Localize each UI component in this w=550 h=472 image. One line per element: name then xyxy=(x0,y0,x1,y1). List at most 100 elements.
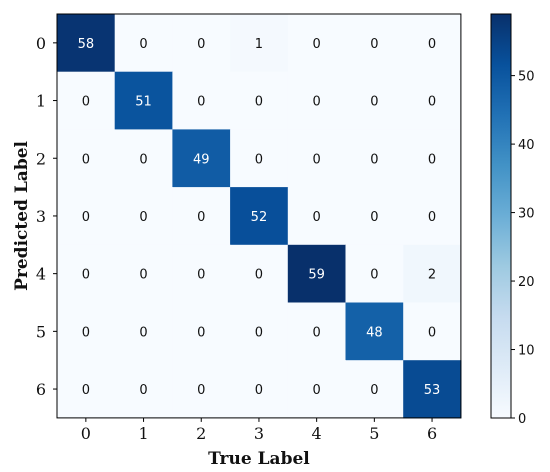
colorbar-tick-label: 30 xyxy=(518,207,535,222)
heatmap-cell xyxy=(287,129,346,188)
heatmap-cell xyxy=(57,360,116,419)
cell-value-label: 0 xyxy=(139,325,147,340)
heatmap-cell xyxy=(403,129,462,188)
y-tick-label: 1 xyxy=(36,92,46,111)
x-tick-label: 0 xyxy=(81,424,91,443)
heatmap-cell xyxy=(287,187,346,246)
cell-value-label: 0 xyxy=(313,37,321,52)
cell-value-label: 1 xyxy=(255,37,263,52)
colorbar-tick-label: 10 xyxy=(518,344,535,359)
cell-value-label: 0 xyxy=(313,152,321,167)
heatmap-cell xyxy=(172,244,231,303)
x-axis-ticks: 0 1 2 3 4 5 6 xyxy=(81,417,437,443)
heatmap-cell xyxy=(403,71,462,130)
heatmap-cell xyxy=(287,302,346,361)
cell-value-label: 0 xyxy=(255,383,263,398)
heatmap-cell xyxy=(114,360,173,419)
heatmap-cell xyxy=(230,129,289,188)
x-tick-label: 5 xyxy=(369,424,379,443)
heatmap-cell xyxy=(287,14,346,73)
colorbar-tick-label: 20 xyxy=(518,275,535,290)
cell-value-label: 0 xyxy=(197,325,205,340)
heatmap-cell xyxy=(345,302,404,361)
heatmap-cell xyxy=(114,129,173,188)
cell-value-label: 0 xyxy=(139,383,147,398)
cell-value-label: 0 xyxy=(428,37,436,52)
cell-value-label: 0 xyxy=(313,325,321,340)
cell-value-label: 0 xyxy=(313,95,321,110)
heatmap-cell xyxy=(57,187,116,246)
heatmap-cell xyxy=(172,129,231,188)
y-tick-label: 6 xyxy=(36,380,46,399)
y-axis-title: Predicted Label xyxy=(12,140,32,290)
heatmap-cell xyxy=(345,187,404,246)
cell-value-label: 0 xyxy=(82,152,90,167)
heatmap-cell xyxy=(114,244,173,303)
heatmap-cell xyxy=(403,14,462,73)
cell-value-label: 0 xyxy=(139,37,147,52)
cell-value-label: 0 xyxy=(139,210,147,225)
heatmap-cell xyxy=(172,71,231,130)
cell-value-label: 0 xyxy=(255,152,263,167)
heatmap-cell xyxy=(403,360,462,419)
heatmap-cell xyxy=(172,360,231,419)
cell-value-label: 0 xyxy=(428,325,436,340)
cell-value-label: 0 xyxy=(370,152,378,167)
cell-value-label: 0 xyxy=(255,325,263,340)
cell-value-label: 0 xyxy=(82,95,90,110)
heatmap-cell xyxy=(57,244,116,303)
cell-value-label: 51 xyxy=(135,95,152,110)
colorbar-tick-label: 50 xyxy=(518,70,535,85)
heatmap-cell xyxy=(114,187,173,246)
cell-value-label: 0 xyxy=(197,268,205,283)
x-tick-label: 4 xyxy=(312,424,322,443)
heatmap-cell xyxy=(403,187,462,246)
cell-value-label: 0 xyxy=(313,383,321,398)
heatmap-cell xyxy=(230,187,289,246)
heatmap-cell xyxy=(114,302,173,361)
cell-value-label: 0 xyxy=(82,268,90,283)
cell-value-label: 0 xyxy=(139,152,147,167)
heatmap-cell xyxy=(57,302,116,361)
heatmap-cell xyxy=(230,360,289,419)
cell-value-label: 0 xyxy=(197,383,205,398)
colorbar-tick-label: 0 xyxy=(518,412,526,427)
colorbar: 0 10 20 30 40 50 xyxy=(490,13,535,427)
heatmap-cell xyxy=(57,71,116,130)
cell-value-label: 0 xyxy=(82,383,90,398)
cell-value-label: 0 xyxy=(428,210,436,225)
cell-value-label: 0 xyxy=(82,325,90,340)
heatmap-cell xyxy=(345,244,404,303)
y-tick-label: 5 xyxy=(36,322,46,341)
heatmap-cell xyxy=(172,302,231,361)
cell-value-label: 0 xyxy=(255,95,263,110)
x-axis-title: True Label xyxy=(208,449,310,469)
heatmap-cell xyxy=(345,360,404,419)
cell-value-label: 0 xyxy=(370,37,378,52)
cell-value-label: 53 xyxy=(424,383,441,398)
cell-value-label: 0 xyxy=(370,268,378,283)
cell-value-label: 0 xyxy=(197,37,205,52)
y-tick-label: 3 xyxy=(36,207,46,226)
heatmap-cell xyxy=(345,14,404,73)
colorbar-tick-label: 40 xyxy=(518,138,535,153)
heatmap-cell xyxy=(287,71,346,130)
heatmap-cell xyxy=(230,71,289,130)
cell-value-label: 0 xyxy=(428,152,436,167)
y-axis-ticks: 0 1 2 3 4 5 6 xyxy=(36,34,57,399)
cell-value-label: 0 xyxy=(139,268,147,283)
heatmap-cells: 58 0 0 1 0 0 0 0 51 0 0 0 0 0 0 0 49 0 0 0 0 0 0 0 52 0 0 0 0 0 0 0 59 0 2… xyxy=(57,14,462,419)
heatmap-cell xyxy=(345,129,404,188)
cell-value-label: 52 xyxy=(251,210,268,225)
heatmap-cell xyxy=(114,71,173,130)
cell-value-label: 0 xyxy=(82,210,90,225)
cell-value-label: 0 xyxy=(313,210,321,225)
heatmap-cell xyxy=(57,129,116,188)
cell-value-label: 0 xyxy=(255,268,263,283)
cell-value-label: 0 xyxy=(197,210,205,225)
cell-value-label: 59 xyxy=(308,268,325,283)
colorbar-gradient xyxy=(490,13,512,419)
y-tick-label: 4 xyxy=(36,265,46,284)
cell-value-label: 0 xyxy=(370,383,378,398)
